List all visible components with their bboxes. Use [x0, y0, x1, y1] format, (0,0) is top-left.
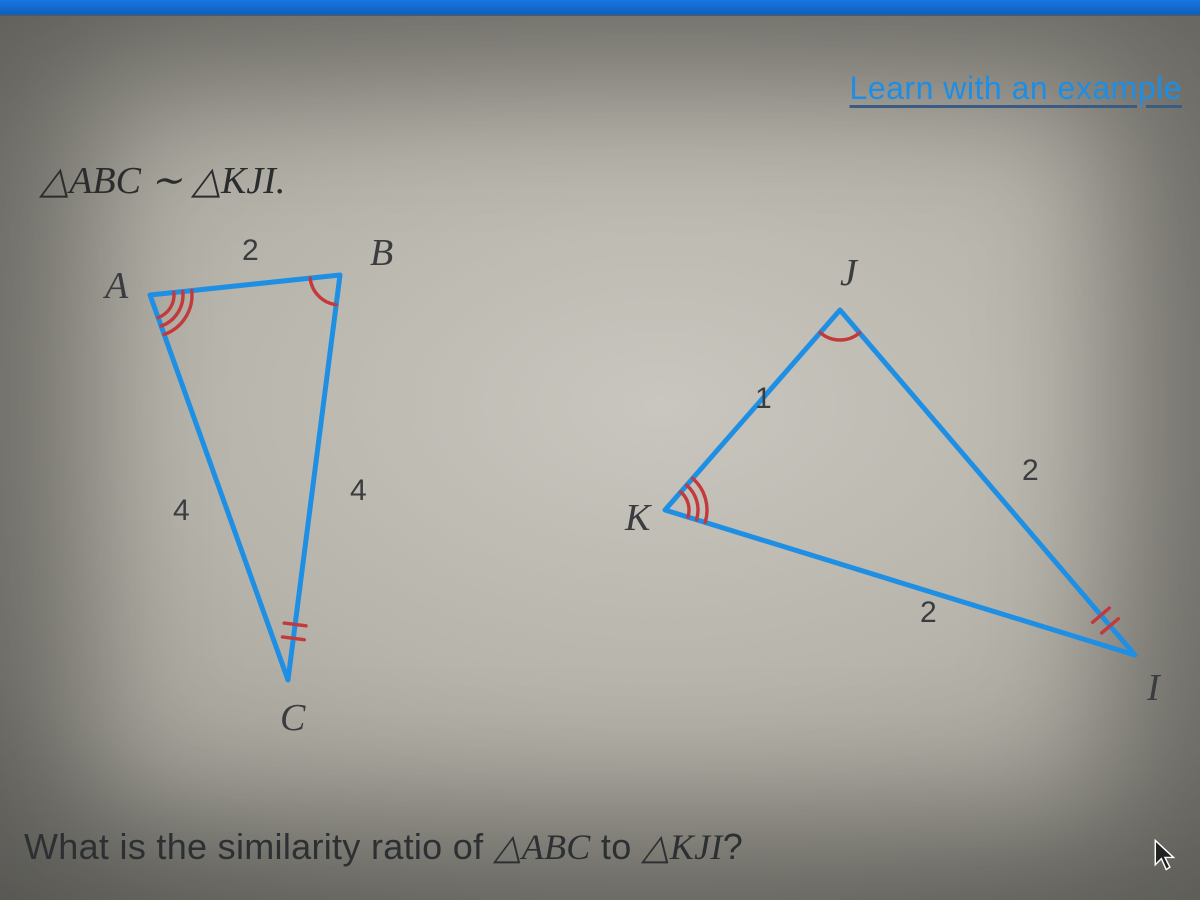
triangle-kji-outline — [665, 310, 1135, 655]
triangle-abc-outline — [150, 275, 340, 680]
question-prefix: What is the similarity ratio of — [24, 826, 494, 867]
vertex-label-i: I — [1146, 667, 1162, 709]
question-tri-abc: △ABC — [494, 827, 591, 867]
problem-screen: Learn with an example △ABC ∼ △KJI. A B C… — [0, 0, 1200, 900]
vertex-label-j: J — [840, 252, 859, 294]
vertex-label-b: B — [370, 232, 393, 274]
question-tri-kji: △KJI — [642, 827, 723, 867]
side-label-ki: 2 — [920, 596, 937, 629]
side-label-bc: 4 — [350, 474, 367, 507]
question-mid: to — [591, 826, 642, 867]
side-label-ab: 2 — [242, 234, 259, 267]
side-label-ji: 2 — [1022, 454, 1039, 487]
side-label-ac: 4 — [173, 494, 190, 527]
cursor-icon — [1152, 838, 1178, 872]
question-text: What is the similarity ratio of △ABC to … — [24, 826, 743, 868]
figures-canvas: A B C 2 4 4 K J I 1 2 2 — [0, 0, 1200, 900]
triangle-abc: A B C 2 4 4 — [102, 232, 393, 739]
side-label-kj: 1 — [755, 382, 772, 415]
vertex-label-k: K — [624, 497, 652, 539]
triangle-kji: K J I 1 2 2 — [624, 252, 1162, 709]
question-suffix: ? — [723, 826, 743, 867]
vertex-label-a: A — [102, 265, 129, 307]
angle-arc-b — [310, 278, 336, 305]
angle-arc-j — [820, 333, 859, 340]
vertex-label-c: C — [280, 697, 306, 739]
